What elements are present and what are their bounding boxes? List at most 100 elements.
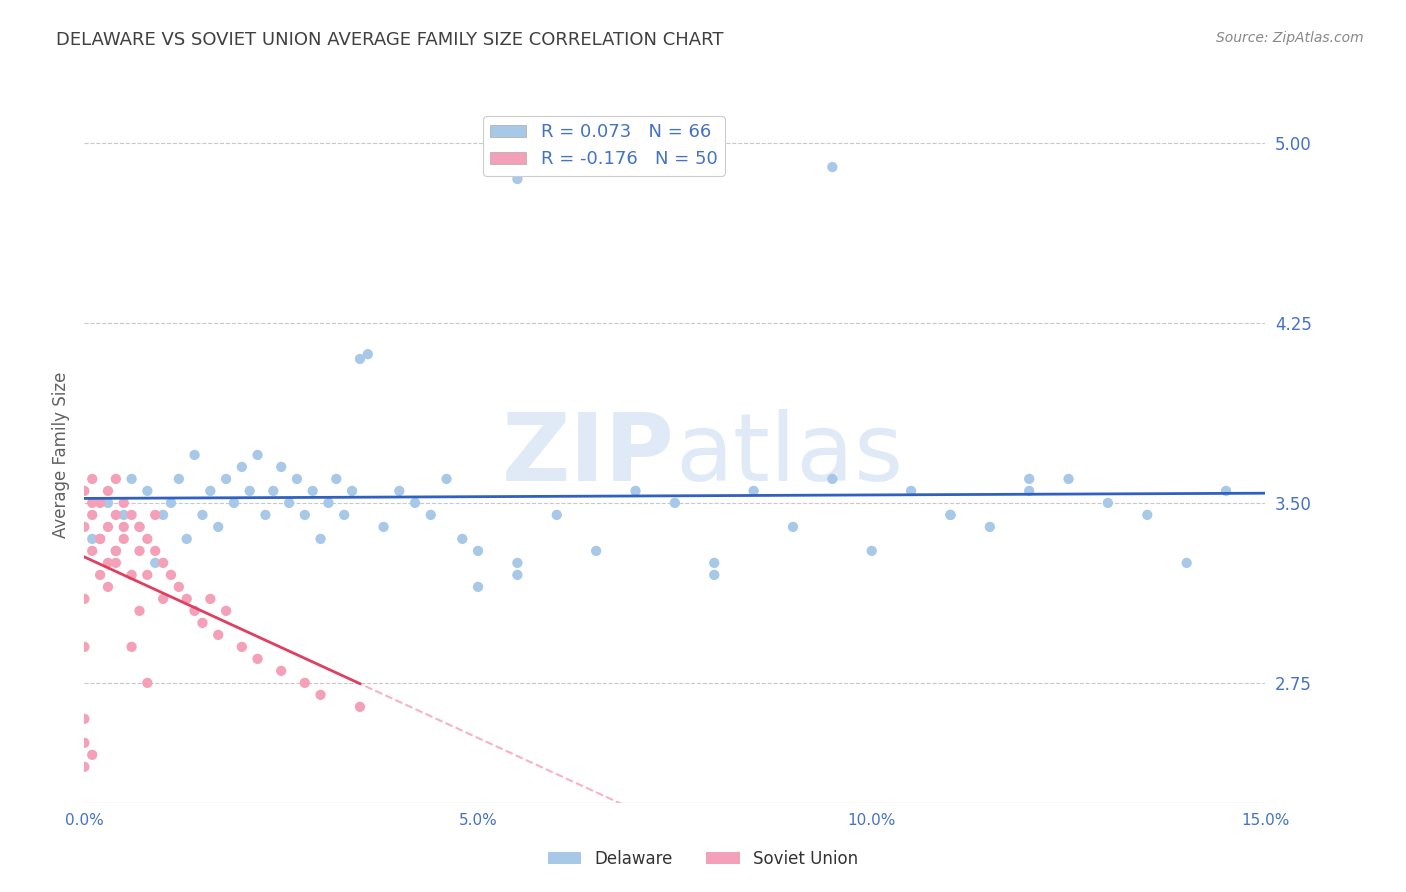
Point: [136, 483, 159, 498]
Point: [97, 556, 120, 570]
Point: [152, 508, 174, 522]
Point: [82, 747, 104, 762]
Point: [285, 472, 308, 486]
Point: [404, 496, 426, 510]
Point: [451, 532, 474, 546]
Text: Source: ZipAtlas.com: Source: ZipAtlas.com: [1216, 31, 1364, 45]
Point: [703, 556, 725, 570]
Point: [104, 472, 127, 486]
Point: [246, 652, 269, 666]
Point: [152, 591, 174, 606]
Text: atlas: atlas: [675, 409, 903, 501]
Point: [270, 459, 292, 474]
Text: DELAWARE VS SOVIET UNION AVERAGE FAMILY SIZE CORRELATION CHART: DELAWARE VS SOVIET UNION AVERAGE FAMILY …: [56, 31, 724, 49]
Point: [388, 483, 411, 498]
Point: [1136, 508, 1159, 522]
Point: [112, 532, 135, 546]
Point: [73, 760, 96, 774]
Point: [73, 520, 96, 534]
Point: [136, 567, 159, 582]
Point: [191, 615, 214, 630]
Point: [128, 604, 150, 618]
Point: [467, 544, 489, 558]
Point: [97, 483, 120, 498]
Point: [333, 508, 356, 522]
Point: [104, 556, 127, 570]
Point: [325, 472, 347, 486]
Point: [112, 520, 135, 534]
Point: [136, 676, 159, 690]
Point: [357, 347, 380, 361]
Point: [128, 520, 150, 534]
Point: [112, 508, 135, 522]
Point: [821, 472, 844, 486]
Point: [222, 496, 245, 510]
Point: [97, 496, 120, 510]
Point: [939, 508, 962, 522]
Point: [1018, 472, 1040, 486]
Point: [1018, 483, 1040, 498]
Point: [167, 580, 190, 594]
Point: [207, 628, 229, 642]
Point: [506, 172, 529, 186]
Point: [104, 544, 127, 558]
Point: [419, 508, 441, 522]
Point: [121, 567, 143, 582]
Point: [73, 736, 96, 750]
Point: [979, 520, 1001, 534]
Point: [143, 508, 166, 522]
Point: [167, 472, 190, 486]
Point: [89, 532, 111, 546]
Legend: Delaware, Soviet Union: Delaware, Soviet Union: [541, 844, 865, 875]
Point: [900, 483, 922, 498]
Point: [349, 699, 371, 714]
Point: [89, 567, 111, 582]
Point: [183, 448, 205, 462]
Point: [82, 532, 104, 546]
Legend: R = 0.073   N = 66, R = -0.176   N = 50: R = 0.073 N = 66, R = -0.176 N = 50: [484, 116, 725, 176]
Point: [160, 496, 183, 510]
Point: [112, 496, 135, 510]
Point: [121, 640, 143, 654]
Point: [104, 544, 127, 558]
Point: [436, 472, 458, 486]
Point: [143, 544, 166, 558]
Point: [200, 591, 222, 606]
Point: [742, 483, 765, 498]
Point: [200, 483, 222, 498]
Y-axis label: Average Family Size: Average Family Size: [52, 372, 70, 538]
Point: [89, 532, 111, 546]
Point: [278, 496, 301, 510]
Point: [318, 496, 340, 510]
Point: [215, 472, 238, 486]
Point: [373, 520, 395, 534]
Point: [82, 508, 104, 522]
Point: [294, 676, 316, 690]
Point: [160, 567, 183, 582]
Point: [152, 556, 174, 570]
Point: [176, 532, 198, 546]
Point: [270, 664, 292, 678]
Point: [467, 580, 489, 594]
Point: [703, 567, 725, 582]
Point: [215, 604, 238, 618]
Point: [176, 591, 198, 606]
Point: [340, 483, 363, 498]
Point: [624, 483, 647, 498]
Point: [73, 640, 96, 654]
Point: [73, 591, 96, 606]
Point: [546, 508, 568, 522]
Point: [506, 556, 529, 570]
Point: [97, 580, 120, 594]
Point: [231, 640, 253, 654]
Point: [231, 459, 253, 474]
Point: [104, 508, 127, 522]
Point: [309, 532, 332, 546]
Point: [128, 544, 150, 558]
Point: [89, 496, 111, 510]
Point: [73, 712, 96, 726]
Point: [294, 508, 316, 522]
Point: [349, 351, 371, 366]
Point: [664, 496, 686, 510]
Point: [121, 508, 143, 522]
